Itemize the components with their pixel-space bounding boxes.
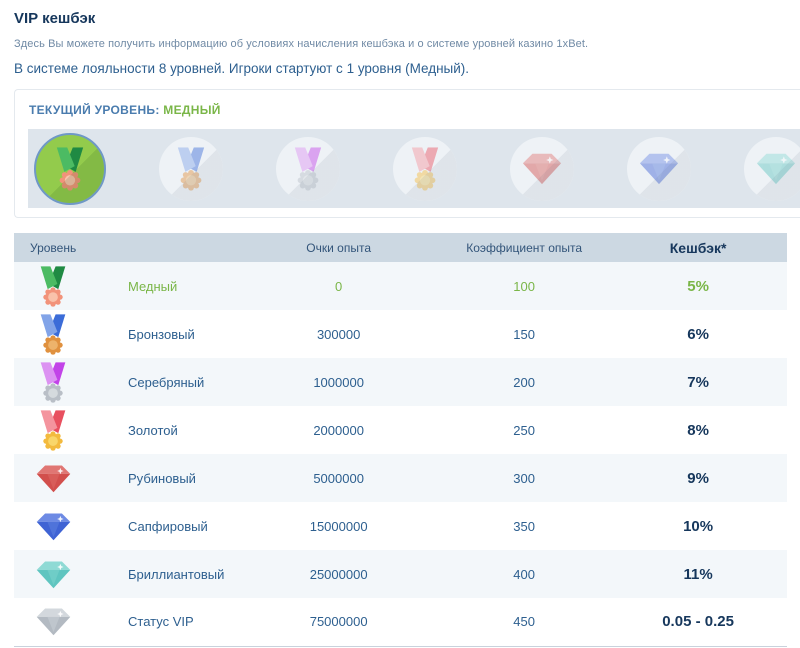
coefficient-value: 300 xyxy=(513,470,535,486)
table-header-row: Уровень Очки опыта Коэффициент опыта Кеш… xyxy=(14,233,787,262)
coefficient-value: 150 xyxy=(513,326,535,342)
table-row: Серебряный 1000000 200 7% xyxy=(14,358,787,406)
level-name: Бронзовый xyxy=(128,326,195,342)
table-row: Рубиновый 5000000 300 9% xyxy=(14,454,787,502)
level-slider xyxy=(28,129,800,208)
level-name: Статус VIP xyxy=(128,614,194,630)
current-level-value: МЕДНЫЙ xyxy=(163,103,221,117)
col-header-cashback: Кешбэк* xyxy=(609,233,787,262)
page-title: VIP кешбэк xyxy=(14,10,96,27)
coefficient-value: 200 xyxy=(513,374,535,390)
level-slot-diamond[interactable] xyxy=(744,136,800,201)
cashback-value: 11% xyxy=(683,565,713,583)
gold-medal-icon xyxy=(38,410,68,451)
loyalty-intro-text: В системе лояльности 8 уровней. Игроки с… xyxy=(14,61,470,76)
gold-medal-icon xyxy=(409,147,441,191)
cashback-value: 10% xyxy=(683,517,714,535)
copper-medal-icon xyxy=(54,147,86,191)
col-header-coefficient: Коэффициент опыта xyxy=(439,233,610,262)
cashback-value: 9% xyxy=(687,469,709,487)
silver-medal-icon xyxy=(292,147,324,191)
level-slot-silver[interactable] xyxy=(276,136,340,201)
bronze-medal-icon xyxy=(175,147,207,191)
diamond-gem-icon xyxy=(35,560,72,589)
cashback-value: 6% xyxy=(687,325,709,343)
xp-value: 25000000 xyxy=(309,566,368,582)
cashback-value: 7% xyxy=(687,373,709,391)
diamond-gem-icon xyxy=(755,152,797,185)
vip-gem-icon xyxy=(35,607,72,636)
ruby-gem-icon xyxy=(35,464,72,493)
bronze-medal-icon xyxy=(38,314,68,355)
xp-value: 15000000 xyxy=(309,518,368,534)
table-row: Золотой 2000000 250 8% xyxy=(14,406,787,454)
levels-table: Уровень Очки опыта Коэффициент опыта Кеш… xyxy=(14,233,787,647)
col-header-level: Уровень xyxy=(14,233,239,262)
xp-value: 1000000 xyxy=(313,374,364,390)
levels-table-body: Медный 0 100 5% Бронзовый 300000 150 6% … xyxy=(14,262,787,646)
copper-medal-icon xyxy=(38,266,68,307)
coefficient-value: 350 xyxy=(513,518,535,534)
level-slot-ruby[interactable] xyxy=(510,136,574,201)
cashback-value: 8% xyxy=(687,421,709,439)
table-row: Бронзовый 300000 150 6% xyxy=(14,310,787,358)
coefficient-value: 450 xyxy=(513,614,535,630)
xp-value: 2000000 xyxy=(313,422,364,438)
sapphire-gem-icon xyxy=(638,152,680,185)
level-name: Серебряный xyxy=(128,374,205,390)
table-row: Статус VIP 75000000 450 0.05 - 0.25 xyxy=(14,598,787,646)
table-row: Медный 0 100 5% xyxy=(14,262,787,310)
level-slot-copper[interactable] xyxy=(34,132,106,205)
level-slot-bronze[interactable] xyxy=(159,136,223,201)
cashback-value: 5% xyxy=(687,277,709,295)
table-row: Бриллиантовый 25000000 400 11% xyxy=(14,550,787,598)
sapphire-gem-icon xyxy=(35,512,72,541)
col-header-xp: Очки опыта xyxy=(238,233,440,262)
page-subtitle: Здесь Вы можете получить информацию об у… xyxy=(14,38,589,50)
level-name: Золотой xyxy=(128,422,178,438)
coefficient-value: 250 xyxy=(513,422,535,438)
current-level-caption: ТЕКУЩИЙ УРОВЕНЬ: xyxy=(29,103,160,117)
xp-value: 0 xyxy=(335,278,343,294)
silver-medal-icon xyxy=(38,362,68,403)
level-name: Сапфировый xyxy=(128,518,208,534)
current-level-label: ТЕКУЩИЙ УРОВЕНЬ: МЕДНЫЙ xyxy=(29,103,800,117)
xp-value: 75000000 xyxy=(309,614,368,630)
level-name: Рубиновый xyxy=(128,470,196,486)
level-slot-gold[interactable] xyxy=(393,136,457,201)
coefficient-value: 100 xyxy=(513,278,535,294)
level-name: Бриллиантовый xyxy=(128,566,225,582)
table-row: Сапфировый 15000000 350 10% xyxy=(14,502,787,550)
coefficient-value: 400 xyxy=(513,566,535,582)
cashback-value: 0.05 - 0.25 xyxy=(662,613,734,631)
level-name: Медный xyxy=(128,278,178,294)
ruby-gem-icon xyxy=(521,152,563,185)
level-slot-sapphire[interactable] xyxy=(627,136,691,201)
xp-value: 300000 xyxy=(316,326,361,342)
xp-value: 5000000 xyxy=(313,470,364,486)
current-level-box: ТЕКУЩИЙ УРОВЕНЬ: МЕДНЫЙ xyxy=(14,89,800,218)
